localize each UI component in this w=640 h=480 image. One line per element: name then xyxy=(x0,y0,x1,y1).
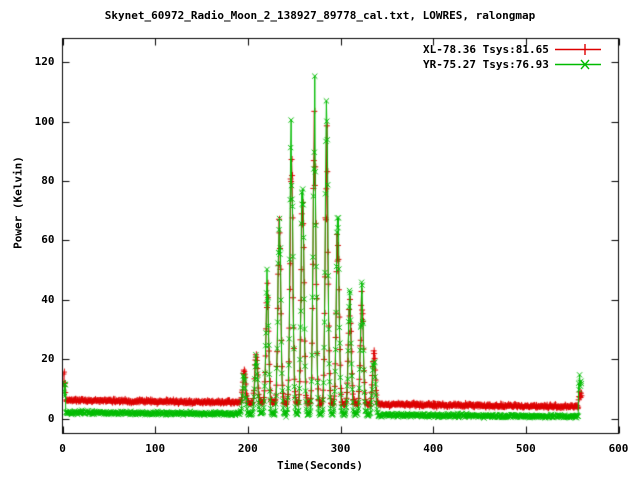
x-tick-label: 100 xyxy=(145,441,166,455)
legend-item-xl: XL-78.36 Tsys:81.65 xyxy=(423,42,601,57)
y-tick-label: 40 xyxy=(41,292,55,306)
x-axis-label: Time(Seconds) xyxy=(276,459,364,472)
y-tick-label: 20 xyxy=(41,352,55,366)
y-tick-label: 100 xyxy=(34,114,55,128)
y-tick-label: 60 xyxy=(41,233,55,247)
legend-label-yr: YR-75.27 Tsys:76.93 xyxy=(423,58,549,71)
cross-marker-icon xyxy=(555,57,601,72)
x-tick-label: 400 xyxy=(423,441,444,455)
y-tick-label: 80 xyxy=(41,174,55,188)
x-tick-label: 200 xyxy=(237,441,258,455)
x-tick-label: 600 xyxy=(608,441,629,455)
legend: XL-78.36 Tsys:81.65 YR-75.27 Tsys:76.93 xyxy=(423,42,601,72)
y-axis-label: Power (Kelvin) xyxy=(11,156,25,249)
legend-item-yr: YR-75.27 Tsys:76.93 xyxy=(423,57,601,72)
plus-marker-icon xyxy=(555,42,601,57)
y-tick-label: 120 xyxy=(34,55,55,69)
x-tick-label: 0 xyxy=(59,441,66,455)
x-tick-label: 500 xyxy=(515,441,536,455)
x-tick-label: 300 xyxy=(330,441,351,455)
legend-label-xl: XL-78.36 Tsys:81.65 xyxy=(423,43,549,56)
y-tick-label: 0 xyxy=(47,411,55,425)
